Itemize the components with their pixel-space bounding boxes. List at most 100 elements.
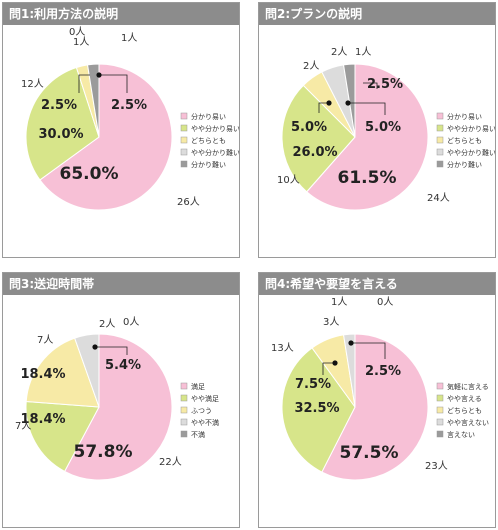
chart-panel-2: 問2:プランの説明 61.5% 26.0% 5.0% 5.0% 2.5% 24人 10人 2人… xyxy=(258,2,496,258)
legend-swatch xyxy=(180,430,188,438)
count-label: 1人 xyxy=(331,296,347,308)
pie-chart-2: 61.5%26.0% 5.0% 5.0% 2.5% 24人 10人 2人 2人 1人分かり易いや… xyxy=(277,46,495,211)
legend-swatch xyxy=(180,148,188,156)
data-label: 2.5% xyxy=(111,98,147,113)
data-label: 32.5% xyxy=(294,401,339,416)
legend-swatch xyxy=(436,382,444,390)
data-label: 7.5% xyxy=(295,377,331,392)
data-label: 5.0% xyxy=(365,120,401,135)
count-label: 0人 xyxy=(377,296,393,308)
count-label: 3人 xyxy=(323,316,339,328)
legend-label: 不満 xyxy=(191,431,205,439)
leader-line xyxy=(351,342,386,359)
leader-line xyxy=(322,362,335,375)
chart-title: 問1:利用方法の説明 xyxy=(3,3,239,25)
data-label: 30.0% xyxy=(38,127,83,142)
legend-swatch xyxy=(436,418,444,426)
pie-chart-3: 57.8% 18.4% 18.4% 5.4% 22人 7人 7人 2人 0人満足やや満足ふつうや… xyxy=(15,316,219,481)
leader-dot xyxy=(326,100,332,106)
pie-slice xyxy=(25,400,100,473)
legend-swatch xyxy=(436,160,444,168)
leader-line xyxy=(95,346,128,355)
legend-label: どちらとも xyxy=(447,137,482,145)
legend-swatch xyxy=(180,124,188,132)
legend-label: 気軽に言える xyxy=(447,382,489,391)
legend-swatch xyxy=(180,136,188,144)
count-label: 1人 xyxy=(73,36,89,48)
legend-label: やや分かり難い xyxy=(447,148,495,157)
chart-panel-4: 問4:希望や要望を言える 57.5% 32.5% 7.5% 2.5% 23人 13人 3人 1… xyxy=(258,272,496,528)
legend-label: 分かり難い xyxy=(191,160,226,169)
data-label: 2.5% xyxy=(365,364,401,379)
legend-swatch xyxy=(436,148,444,156)
legend-swatch xyxy=(180,112,188,120)
legend-label: 満足 xyxy=(191,383,205,391)
legend-label: やや言えない xyxy=(447,418,489,427)
pie-slice xyxy=(281,347,356,473)
data-label: 5.0% xyxy=(291,120,327,135)
legend-label: やや言える xyxy=(447,394,482,403)
legend-swatch xyxy=(180,394,188,402)
data-label: 18.4% xyxy=(20,367,65,382)
pie-chart-4: 57.5% 32.5% 7.5% 2.5% 23人 13人 3人 1人 0人気軽に言えるやや言え… xyxy=(271,296,489,481)
pie-chart-1: 65.0%30.0%2.5% 2.5%26人12人1人0人1人分かり易いやや分かり… xyxy=(21,26,239,211)
leader-line xyxy=(348,102,386,115)
legend-swatch xyxy=(180,382,188,390)
count-label: 13人 xyxy=(271,342,294,354)
leader-line xyxy=(363,82,378,89)
legend-label: やや不満 xyxy=(191,419,219,427)
legend-label: 分かり易い xyxy=(447,112,482,121)
chart-panel-1: 問1:利用方法の説明 65.0% 30.0% 2.5% 2.5% 26人 12人 1人 0人 1… xyxy=(2,2,240,258)
count-label: 0人 xyxy=(123,316,139,328)
chart-title: 問3:送迎時間帯 xyxy=(3,273,239,295)
count-label: 12人 xyxy=(21,78,44,90)
pie-slice xyxy=(321,333,429,481)
legend-label: やや分かり易い xyxy=(447,124,495,133)
chart-title: 問2:プランの説明 xyxy=(259,3,495,25)
data-label: 57.5% xyxy=(340,443,399,463)
count-label: 10人 xyxy=(277,174,300,186)
legend-swatch xyxy=(180,160,188,168)
data-label: 26.0% xyxy=(292,145,337,160)
legend-swatch xyxy=(436,406,444,414)
leader-line xyxy=(99,74,128,93)
pie-slice xyxy=(87,63,100,138)
legend-label: やや満足 xyxy=(191,395,219,403)
count-label: 26人 xyxy=(177,196,200,208)
legend-label: どちらとも xyxy=(447,407,482,415)
leader-dot xyxy=(345,100,351,106)
pie-slice xyxy=(343,333,356,408)
pie-slice xyxy=(306,63,429,211)
legend-label: やや分かり難い xyxy=(191,148,239,157)
count-label: 2人 xyxy=(303,60,319,72)
legend-label: 分かり難い xyxy=(447,160,482,169)
legend-swatch xyxy=(436,124,444,132)
leader-dot xyxy=(332,360,338,366)
pie-slice xyxy=(281,84,356,193)
count-label: 23人 xyxy=(425,460,448,472)
count-label: 22人 xyxy=(159,456,182,468)
leader-line xyxy=(78,74,90,93)
count-label: 7人 xyxy=(15,420,31,432)
count-label: 1人 xyxy=(355,46,371,58)
data-label: 5.4% xyxy=(105,358,141,373)
count-label: 0人 xyxy=(69,26,85,38)
legend-label: 言えない xyxy=(447,430,475,439)
data-label: 65.0% xyxy=(60,164,119,184)
legend-swatch xyxy=(436,136,444,144)
chart-title: 問4:希望や要望を言える xyxy=(259,273,495,295)
leader-line xyxy=(318,102,329,113)
data-label: 18.4% xyxy=(20,412,65,427)
count-label: 2人 xyxy=(99,318,115,330)
legend-swatch xyxy=(180,406,188,414)
count-label: 2人 xyxy=(331,46,347,58)
legend-swatch xyxy=(436,394,444,402)
leader-dot xyxy=(96,72,102,78)
pie-slice xyxy=(25,337,100,408)
chart-panel-3: 問3:送迎時間帯 57.8% 18.4% 18.4% 5.4% 22人 7人 7人 2人 0人満… xyxy=(2,272,240,528)
data-label: 2.5% xyxy=(367,77,403,92)
data-label: 57.8% xyxy=(74,442,133,462)
legend-label: どちらとも xyxy=(191,137,226,145)
count-label: 7人 xyxy=(37,334,53,346)
legend-swatch xyxy=(436,430,444,438)
